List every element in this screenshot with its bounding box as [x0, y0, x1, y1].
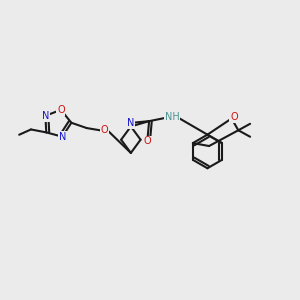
- Text: N: N: [42, 111, 49, 121]
- Text: O: O: [100, 125, 108, 135]
- Text: N: N: [127, 118, 134, 128]
- Text: O: O: [230, 112, 238, 122]
- Text: O: O: [57, 105, 65, 115]
- Text: NH: NH: [165, 112, 179, 122]
- Text: O: O: [144, 136, 152, 146]
- Text: N: N: [58, 132, 66, 142]
